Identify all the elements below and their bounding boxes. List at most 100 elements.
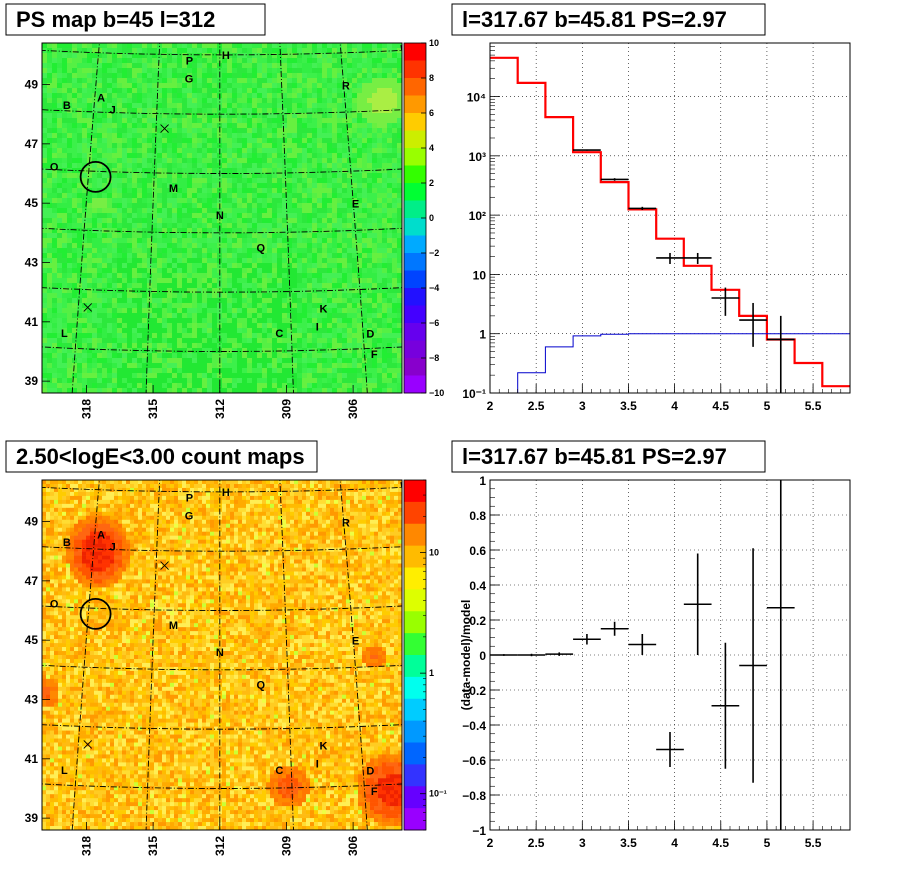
heatmap-cell — [97, 263, 103, 269]
heatmap-cell — [192, 128, 198, 134]
heatmap-cell — [147, 128, 153, 134]
heatmap-cell — [277, 233, 283, 239]
heatmap-cell — [97, 333, 103, 339]
heatmap-cell — [172, 158, 178, 164]
heatmap-cell — [102, 183, 108, 189]
heatmap-cell — [292, 193, 298, 199]
heatmap-cell — [392, 228, 398, 234]
heatmap-cell — [107, 113, 113, 119]
heatmap-cell — [82, 298, 88, 304]
heatmap-cell — [302, 378, 308, 384]
heatmap-cell — [202, 258, 208, 264]
heatmap-cell — [132, 63, 138, 69]
heatmap-cell — [182, 113, 188, 119]
heatmap-cell — [112, 48, 118, 54]
heatmap-cell — [147, 368, 153, 374]
heatmap-cell — [77, 243, 83, 249]
heatmap-cell — [112, 308, 118, 314]
heatmap-cell — [372, 323, 378, 329]
heatmap-cell — [197, 283, 203, 289]
heatmap-cell — [382, 288, 388, 294]
heatmap-cell — [272, 293, 278, 299]
heatmap-cell — [352, 103, 358, 109]
heatmap-cell — [77, 178, 83, 184]
heatmap-cell — [137, 173, 143, 179]
heatmap-cell — [302, 213, 308, 219]
heatmap-cell — [352, 153, 358, 159]
heatmap-cell — [142, 138, 148, 144]
heatmap-cell — [367, 293, 373, 299]
heatmap-cell — [272, 113, 278, 119]
heatmap-cell — [327, 88, 333, 94]
heatmap-cell — [87, 378, 93, 384]
heatmap-cell — [197, 173, 203, 179]
heatmap-cell — [307, 328, 313, 334]
heatmap-cell — [227, 258, 233, 264]
heatmap-cell — [212, 263, 218, 269]
heatmap-cell — [247, 133, 253, 139]
heatmap-cell — [252, 228, 258, 234]
heatmap-cell — [57, 338, 63, 344]
heatmap-cell — [232, 193, 238, 199]
heatmap-cell — [262, 108, 268, 114]
heatmap-cell — [242, 148, 248, 154]
heatmap-cell — [147, 353, 153, 359]
heatmap-cell — [242, 218, 248, 224]
heatmap-cell — [267, 318, 273, 324]
heatmap-cell — [102, 348, 108, 354]
heatmap-cell — [302, 248, 308, 254]
heatmap-cell — [132, 173, 138, 179]
heatmap-cell — [127, 388, 133, 393]
heatmap-cell — [142, 293, 148, 299]
heatmap-cell — [352, 313, 358, 319]
heatmap-cell — [87, 233, 93, 239]
heatmap-cell — [127, 153, 133, 159]
heatmap-cell — [117, 178, 123, 184]
heatmap-cell — [162, 123, 168, 129]
heatmap-cell — [267, 58, 273, 64]
heatmap-cell — [382, 153, 388, 159]
heatmap-cell — [312, 253, 318, 259]
heatmap-cell — [177, 318, 183, 324]
heatmap-cell — [92, 118, 98, 124]
heatmap-cell — [287, 73, 293, 79]
heatmap-cell — [77, 43, 83, 49]
heatmap-cell — [212, 363, 218, 369]
heatmap-cell — [362, 133, 368, 139]
heatmap-cell — [157, 368, 163, 374]
heatmap-cell — [87, 108, 93, 114]
heatmap-cell — [162, 288, 168, 294]
heatmap-cell — [247, 343, 253, 349]
heatmap-cell — [122, 148, 128, 154]
heatmap-cell — [342, 333, 348, 339]
heatmap-cell — [327, 278, 333, 284]
heatmap-cell — [122, 173, 128, 179]
heatmap-cell — [252, 373, 258, 379]
heatmap-cell — [67, 243, 73, 249]
heatmap-cell — [277, 48, 283, 54]
heatmap-cell — [397, 253, 402, 259]
heatmap-cell — [237, 268, 243, 274]
heatmap-cell — [72, 148, 78, 154]
heatmap-cell — [297, 158, 303, 164]
heatmap-cell — [397, 273, 402, 279]
heatmap-cell — [247, 68, 253, 74]
heatmap-cell — [227, 278, 233, 284]
heatmap-cell — [262, 223, 268, 229]
heatmap-cell — [127, 178, 133, 184]
heatmap-cell — [152, 188, 158, 194]
heatmap-cell — [132, 278, 138, 284]
heatmap-cell — [272, 153, 278, 159]
heatmap-cell — [357, 83, 363, 89]
heatmap-cell — [342, 263, 348, 269]
heatmap-cell — [82, 388, 88, 393]
heatmap-cell — [302, 88, 308, 94]
heatmap-cell — [222, 283, 228, 289]
heatmap-cell — [57, 78, 63, 84]
heatmap-cell — [242, 43, 248, 49]
heatmap-cell — [192, 353, 198, 359]
heatmap-cell — [387, 198, 393, 204]
heatmap-cell — [227, 113, 233, 119]
heatmap-cell — [377, 303, 383, 309]
heatmap-cell — [207, 243, 213, 249]
